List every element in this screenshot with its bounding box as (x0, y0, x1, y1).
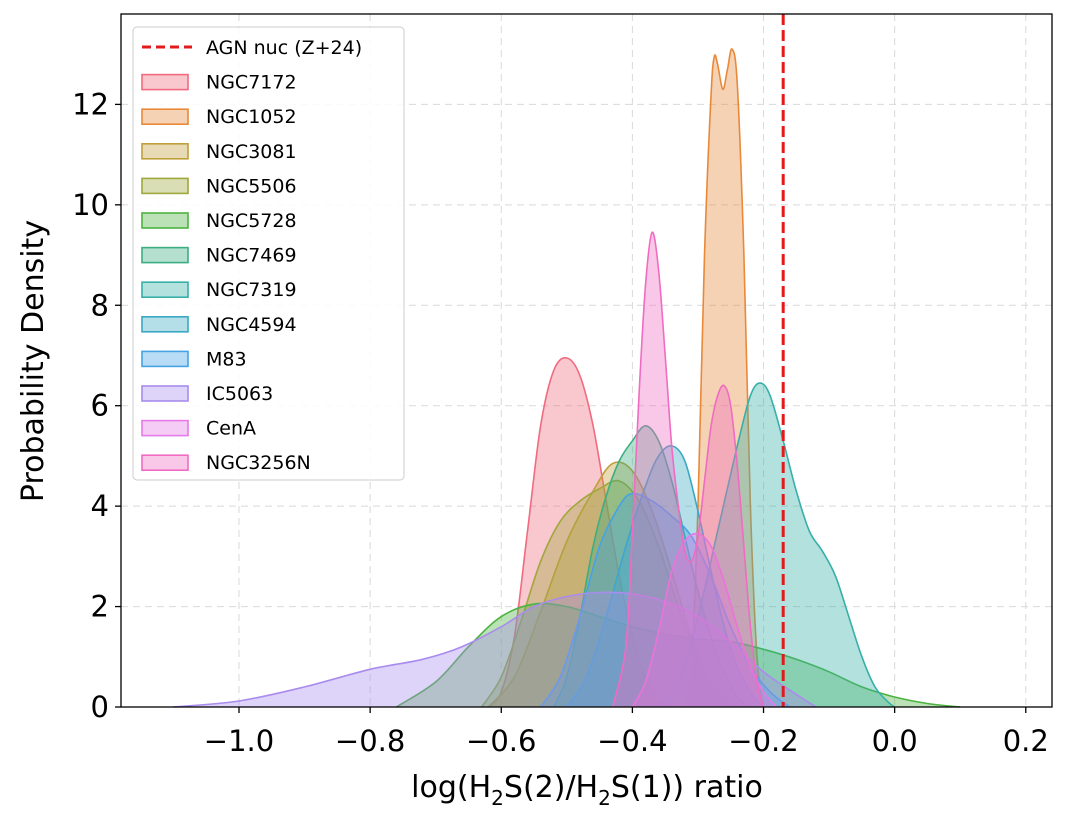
legend-items: AGN nuc (Z+24) NGC7172 NGC1052 NGC3081 NGC55… (141, 37, 362, 474)
curve-ngc7319 (657, 382, 896, 708)
x-tick-label-5: 0.0 (872, 724, 918, 758)
legend-label-cena: CenA (206, 418, 256, 440)
legend-label-agn: AGN nuc (Z+24) (206, 37, 362, 59)
legend-swatch-ngc7319 (141, 281, 189, 299)
area-ngc7319 (658, 383, 895, 707)
area-ngc5506 (481, 480, 738, 707)
area-cena (632, 533, 777, 707)
legend-entry-ngc1052: NGC1052 (141, 106, 297, 128)
legend-entry-ngc3256n: NGC3256N (141, 452, 311, 474)
legend-label-m83: M83 (206, 348, 247, 370)
curve-ngc7172 (487, 357, 673, 708)
legend-label-ngc3081: NGC3081 (206, 141, 297, 163)
curve-ngc3256n (611, 231, 765, 708)
x-tick-label-0: −1.0 (204, 724, 274, 758)
legend-entry-ngc5728: NGC5728 (141, 210, 297, 232)
plot-frame (120, 13, 1053, 708)
y-tick-label-5: 10 (72, 188, 109, 222)
legend-swatch-ic5063 (141, 385, 189, 402)
grid (121, 14, 1052, 708)
legend-entry-ic5063: IC5063 (141, 383, 273, 405)
legend-swatch-ngc4594 (141, 315, 189, 333)
legend-entry-ngc5506: NGC5506 (141, 175, 297, 197)
legend-label-ngc5728: NGC5728 (206, 210, 297, 232)
y-axis-ticks: 0 2 4 6 8 10 12 (72, 87, 121, 724)
legend-swatch-ngc3256n (141, 454, 189, 472)
area-ngc7469 (553, 425, 751, 707)
legend-label-ngc1052: NGC1052 (206, 106, 297, 128)
legend-label-ngc7172: NGC7172 (206, 72, 297, 94)
legend-entry-ngc4594: NGC4594 (141, 314, 297, 336)
legend-entry-ngc7319: NGC7319 (141, 279, 297, 301)
area-ngc3081 (488, 462, 731, 707)
curve-ngc7469 (552, 424, 751, 708)
area-ngc7172 (488, 357, 672, 707)
legend-box (132, 26, 405, 481)
x-tick-label-6: 0.2 (1003, 724, 1049, 758)
curve-ngc5506 (480, 479, 738, 708)
y-tick-label-2: 4 (91, 489, 109, 523)
x-tick-label-4: −0.2 (728, 724, 798, 758)
legend-entry-ngc7172: NGC7172 (141, 72, 297, 94)
legend-entry-ngc7469: NGC7469 (141, 245, 297, 267)
x-axis-ticks: −1.0 −0.8 −0.6 −0.4 −0.2 0.0 0.2 (204, 707, 1049, 758)
legend-entry-agn: AGN nuc (Z+24) (142, 37, 362, 59)
y-tick-label-3: 6 (91, 389, 109, 423)
legend-label-ngc7319: NGC7319 (206, 279, 297, 301)
curve-ngc1052 (684, 48, 765, 708)
legend-swatch-ngc5728 (141, 212, 189, 229)
x-tick-label-1: −0.8 (335, 724, 405, 758)
area-ngc4594 (566, 445, 764, 707)
y-tick-label-4: 8 (91, 288, 109, 322)
curve-ngc4594 (566, 444, 765, 708)
legend-entry-m83: M83 (141, 348, 247, 370)
legend-swatch-ngc1052 (141, 108, 189, 125)
legend-label-ngc7469: NGC7469 (206, 245, 297, 267)
curve-ic5063 (173, 591, 817, 708)
area-ngc3256n (612, 232, 764, 707)
series-areas (173, 48, 961, 708)
legend: AGN nuc (Z+24) NGC7172 NGC1052 NGC3081 NGC55… (132, 26, 405, 481)
legend-label-ngc3256n: NGC3256N (206, 452, 311, 474)
legend-label-ngc5506: NGC5506 (206, 175, 297, 197)
x-axis-label: log(H2S(2)/H2S(1)) ratio (411, 770, 763, 810)
y-tick-label-6: 12 (72, 87, 109, 121)
legend-entry-cena: CenA (141, 418, 256, 440)
legend-swatch-cena (141, 419, 189, 437)
legend-swatch-ngc5506 (141, 177, 189, 195)
x-tick-label-3: −0.4 (597, 724, 667, 758)
legend-swatch-ngc3081 (141, 143, 189, 160)
legend-label-ngc4594: NGC4594 (206, 314, 297, 336)
legend-entry-ngc3081: NGC3081 (141, 141, 297, 163)
x-tick-label-2: −0.6 (466, 724, 536, 758)
legend-label-ic5063: IC5063 (206, 383, 273, 405)
curve-cena (631, 532, 778, 708)
legend-swatch-ngc7172 (141, 73, 189, 91)
area-ic5063 (173, 592, 816, 707)
y-tick-label-0: 0 (91, 690, 109, 724)
y-tick-label-1: 2 (91, 590, 109, 624)
area-ngc5728 (396, 603, 961, 707)
legend-swatch-m83 (141, 350, 189, 368)
curve-ngc5728 (395, 602, 961, 708)
legend-swatch-ngc7469 (141, 246, 189, 264)
y-axis-label: Probability Density (16, 220, 51, 502)
